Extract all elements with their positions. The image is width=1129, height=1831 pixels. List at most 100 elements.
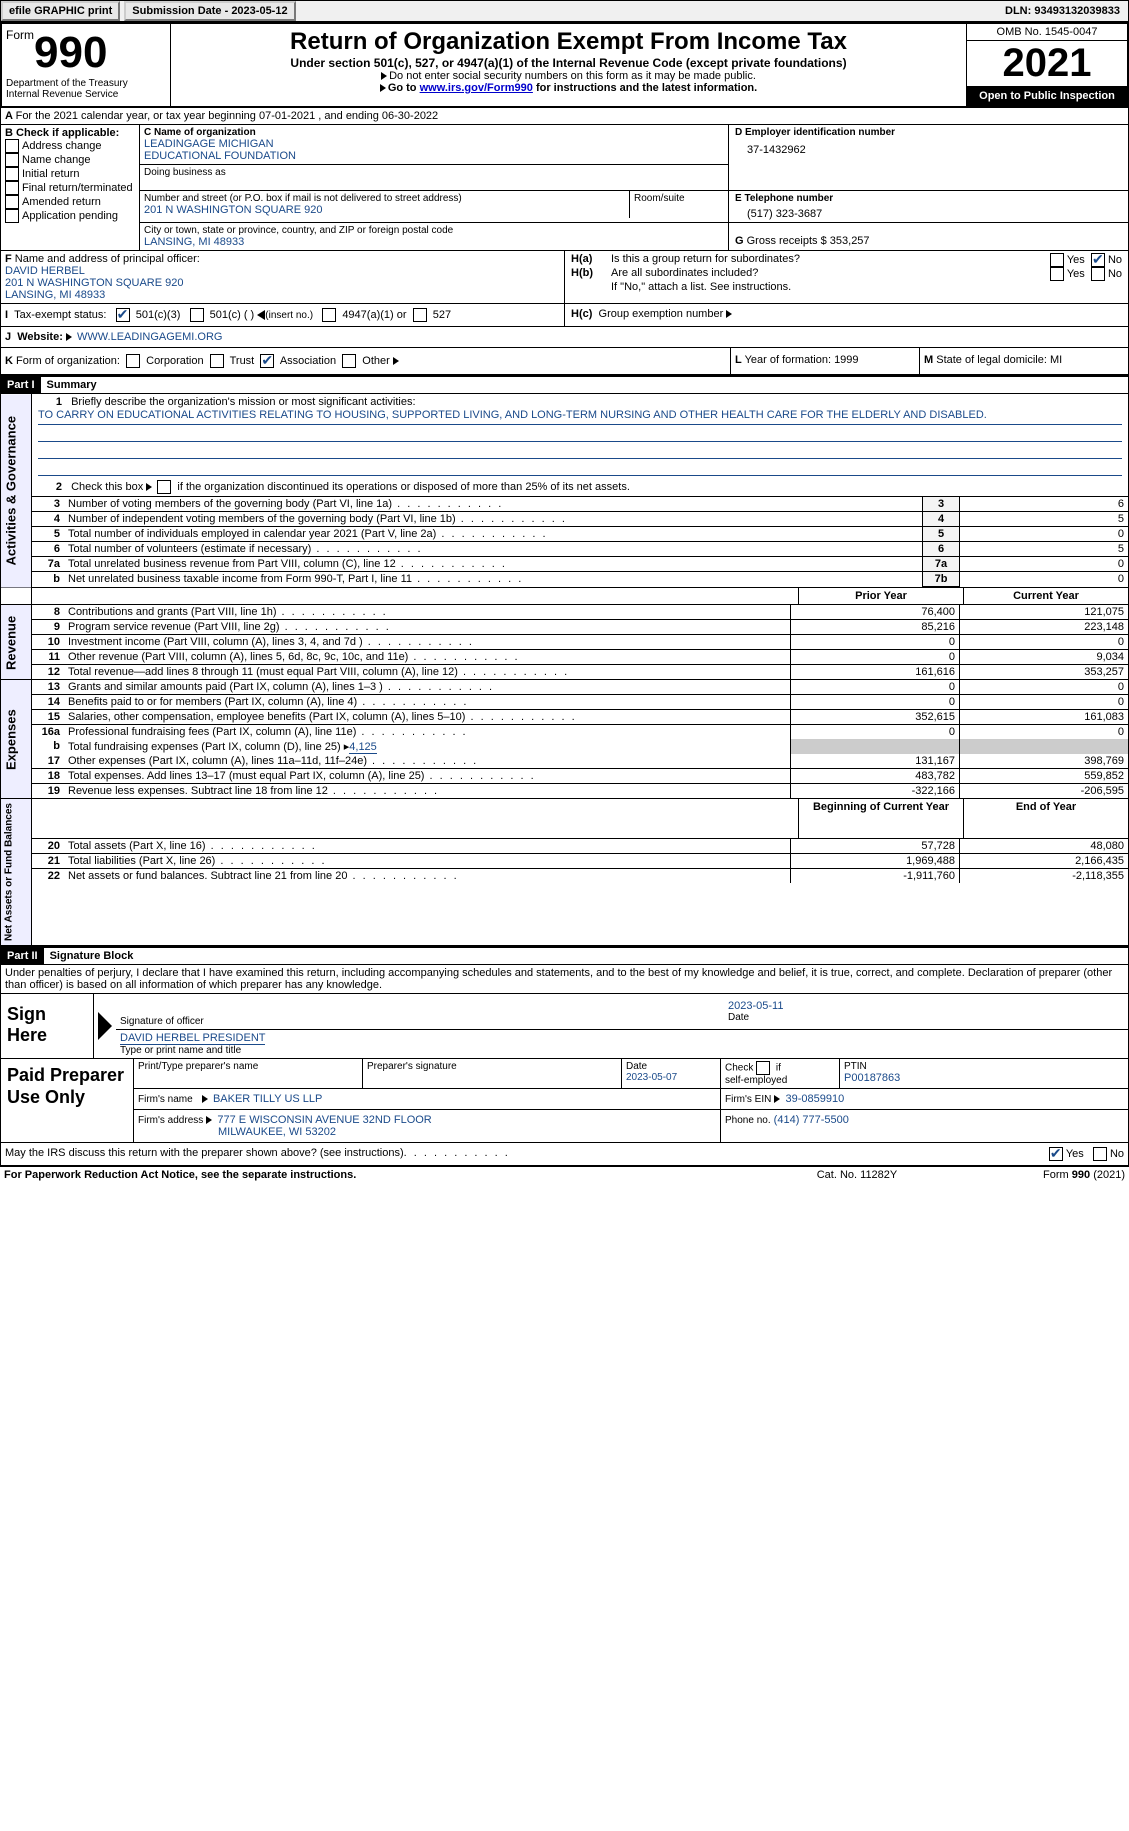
officer-addr1: 201 N WASHINGTON SQUARE 920 [5,277,560,289]
check-initial-return[interactable]: Initial return [5,167,135,181]
summary-line: 20Total assets (Part X, line 16)57,72848… [32,839,1128,854]
side-expenses: Expenses [1,680,32,799]
summary-line: 13Grants and similar amounts paid (Part … [32,680,1128,695]
arrow-icon [774,1095,780,1103]
summary-line: 19Revenue less expenses. Subtract line 1… [32,784,1128,799]
ptin-val: P00187863 [844,1072,1124,1084]
officer-addr2: LANSING, MI 48933 [5,289,560,301]
summary-line: 8Contributions and grants (Part VIII, li… [32,605,1128,620]
g-label: Gross receipts $ [747,235,827,247]
sign-here-label: Sign Here [1,994,94,1059]
org-form-block: K Form of organization: Corporation Trus… [0,348,1129,375]
check-address-change[interactable]: Address change [5,139,135,153]
check-501c[interactable] [190,308,204,322]
firm-addr1: 777 E WISCONSIN AVENUE 32ND FLOOR [217,1114,431,1126]
part1-title: Summary [41,377,103,393]
i-label: Tax-exempt status: [14,309,106,321]
d-label: Employer identification number [745,127,895,138]
check-4947[interactable] [322,308,336,322]
check-corp[interactable] [126,354,140,368]
year-formation: 1999 [834,354,858,366]
arrow-icon [380,84,386,92]
part2-header: Part II [1,948,44,964]
website-url: WWW.LEADINGAGEMI.ORG [77,331,222,343]
arrow-icon [393,357,399,365]
hb-yes[interactable] [1050,267,1064,281]
efile-print-button[interactable]: efile GRAPHIC print [1,1,120,21]
firm-addr2: MILWAUKEE, WI 53202 [138,1126,716,1138]
instr-goto-a: Go to [388,82,420,94]
discuss-row: May the IRS discuss this return with the… [0,1143,1129,1167]
org-name-1: LEADINGAGE MICHIGAN [144,138,724,150]
phone-label: Phone no. [725,1115,771,1126]
check-name-change[interactable]: Name change [5,153,135,167]
page-footer: For Paperwork Reduction Act Notice, see … [0,1167,1129,1183]
form-subtitle: Under section 501(c), 527, or 4947(a)(1)… [175,56,962,70]
gross-receipts: 353,257 [830,235,870,247]
city-label: City or town, state or province, country… [144,225,724,236]
b-label: B Check if applicable: [5,127,135,139]
line-b-val: 4,125 [349,741,377,754]
sig-officer-label: Signature of officer [120,1016,720,1027]
f-label: Name and address of principal officer: [15,253,200,265]
summary-line: 4Number of independent voting members of… [32,512,1128,527]
summary-line: 11Other revenue (Part VIII, column (A), … [32,650,1128,665]
hb-no[interactable] [1091,267,1105,281]
side-revenue: Revenue [1,605,32,680]
prep-sig-label: Preparer's signature [367,1061,617,1072]
submission-date-button[interactable]: Submission Date - 2023-05-12 [124,1,295,21]
q2-text: if the organization discontinued its ope… [177,481,630,493]
ein: 37-1432962 [735,138,1122,156]
prep-name-label: Print/Type preparer's name [138,1061,358,1072]
boy-header: Beginning of Current Year [799,799,964,839]
instr-goto-b: for instructions and the latest informat… [533,82,757,94]
check-final-return[interactable]: Final return/terminated [5,181,135,195]
current-year-header: Current Year [964,588,1129,605]
perjury-declaration: Under penalties of perjury, I declare th… [0,965,1129,994]
arrow-icon [66,333,72,341]
check-self-employed[interactable] [756,1061,770,1075]
check-application-pending[interactable]: Application pending [5,209,135,223]
summary-line: 10Investment income (Part VIII, column (… [32,635,1128,650]
check-assoc[interactable] [260,354,274,368]
check-amended-return[interactable]: Amended return [5,195,135,209]
arrow-icon [206,1116,212,1124]
sig-date-val: 2023-05-11 [728,1000,1124,1012]
prior-year-header: Prior Year [799,588,964,605]
hb-question: Are all subordinates included? [611,267,1002,281]
addr-label: Number and street (or P.O. box if mail i… [144,193,625,204]
officer-h-block: F Name and address of principal officer:… [0,251,1129,304]
summary-line: 17Other expenses (Part IX, column (A), l… [32,754,1128,769]
check-501c3[interactable] [116,308,130,322]
discuss-yes[interactable] [1049,1147,1063,1161]
summary-line: 21Total liabilities (Part X, line 26)1,9… [32,854,1128,869]
firm-name: BAKER TILLY US LLP [213,1093,322,1105]
dept-label: Department of the Treasury [6,78,166,89]
summary-line: bNet unrelated business taxable income f… [32,572,1128,587]
ha-no[interactable] [1091,253,1105,267]
ha-yes[interactable] [1050,253,1064,267]
check-other[interactable] [342,354,356,368]
arrow-icon [381,72,387,80]
type-name-label: Type or print name and title [120,1045,1124,1056]
irs-link[interactable]: www.irs.gov/Form990 [420,82,533,94]
discuss-no[interactable] [1093,1147,1107,1161]
sig-date-label: Date [728,1012,1124,1023]
check-trust[interactable] [210,354,224,368]
c-name-label: Name of organization [154,127,256,138]
summary-line: 12Total revenue—add lines 8 through 11 (… [32,665,1128,680]
pra-notice: For Paperwork Reduction Act Notice, see … [0,1167,753,1183]
e-label: Telephone number [744,193,833,204]
hb-note: If "No," attach a list. See instructions… [571,281,1122,293]
tax-year: 2021 [1003,41,1092,85]
self-emp-label: self-employed [725,1075,835,1086]
prep-date-label: Date [626,1061,647,1072]
omb-number: OMB No. 1545-0047 [967,24,1127,41]
room-label: Room/suite [634,193,724,204]
line-b-desc: Total fundraising expenses (Part IX, col… [68,741,349,753]
check-discontinued[interactable] [157,480,171,494]
k-label: Form of organization: [16,355,120,367]
check-527[interactable] [413,308,427,322]
summary-line: 18Total expenses. Add lines 13–17 (must … [32,769,1128,784]
state-domicile: MI [1050,354,1062,366]
